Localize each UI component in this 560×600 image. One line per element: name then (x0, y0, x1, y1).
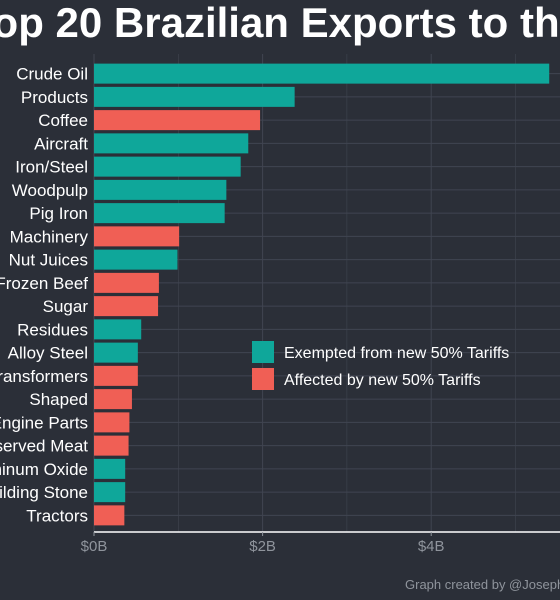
category-label: Pig Iron (29, 204, 88, 223)
bar (94, 296, 159, 317)
category-label: Machinery (10, 227, 89, 246)
category-label: Building Stone (0, 483, 88, 502)
x-tick-label: $2B (249, 538, 276, 555)
bar (94, 505, 125, 526)
category-label: Woodpulp (12, 181, 88, 200)
bar (94, 342, 138, 363)
category-label: Aircraft (34, 134, 88, 153)
legend-label-exempt: Exempted from new 50% Tariffs (284, 345, 509, 362)
bar (94, 412, 130, 433)
bar (94, 226, 180, 247)
chart-title: Top 20 Brazilian Exports to the US (0, 0, 560, 46)
category-label: Frozen Beef (0, 274, 88, 293)
category-label: Residues (17, 320, 88, 339)
category-label: Shaped (29, 390, 88, 409)
category-label: Tractors (26, 506, 88, 525)
bar (94, 435, 129, 456)
bar (94, 203, 225, 224)
bar (94, 133, 249, 154)
category-label: Sugar (43, 297, 89, 316)
bar (94, 156, 241, 177)
legend-swatch-affected (252, 368, 274, 390)
legend: Exempted from new 50% Tariffs Affected by… (252, 341, 509, 390)
bar (94, 482, 126, 503)
category-label: Coffee (38, 111, 88, 130)
category-label: Iron/Steel (15, 158, 88, 177)
bar (94, 86, 295, 107)
category-label: Transformers (0, 367, 88, 386)
legend-label-affected: Affected by new 50% Tariffs (284, 372, 481, 389)
bar (94, 389, 132, 410)
legend-swatch-exempt (252, 341, 274, 363)
bar (94, 63, 550, 84)
category-labels: Crude Oil Products Coffee Aircraft Iron/Stee… (0, 65, 88, 526)
bar (94, 365, 138, 386)
x-axis: $0B $2B $4B (81, 531, 560, 555)
bar (94, 458, 126, 479)
category-label: Engine Parts (0, 413, 88, 432)
category-label: Preserved Meat (0, 437, 88, 456)
category-label: Products (21, 88, 88, 107)
bar (94, 319, 142, 340)
category-label: Alloy Steel (8, 344, 88, 363)
category-label: Crude Oil (16, 65, 88, 84)
bars (94, 63, 550, 526)
bar (94, 249, 178, 270)
category-label: Aluminum Oxide (0, 460, 88, 479)
bar (94, 272, 159, 293)
bar (94, 110, 261, 131)
x-tick-label: $4B (418, 538, 445, 555)
x-tick-label: $0B (81, 538, 108, 555)
bar (94, 179, 227, 200)
category-label: Nut Juices (9, 251, 88, 270)
chart-caption: Graph created by @JosephPolitano (405, 577, 560, 592)
